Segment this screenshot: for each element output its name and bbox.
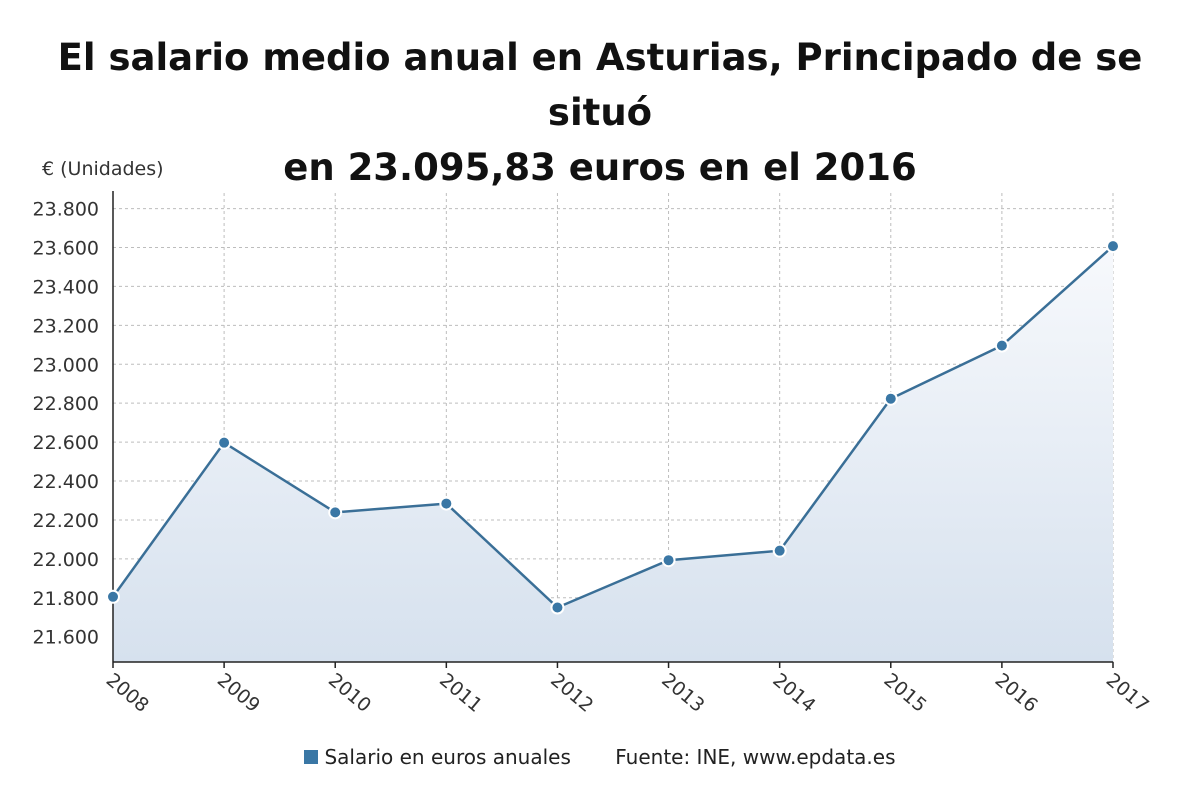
x-tick-label-2015: 2015: [880, 669, 931, 717]
x-tick-label-2014: 2014: [768, 669, 819, 717]
y-tick-label-0: 21.600: [33, 627, 99, 649]
chart-title-line-1: El salario medio anual en Asturias, Prin…: [57, 36, 1143, 134]
legend-series-label: Salario en euros anuales: [324, 745, 571, 769]
y-tick-label-8: 23.200: [33, 315, 99, 337]
y-tick-label-10: 23.600: [33, 237, 99, 259]
y-tick-label-1: 21.800: [33, 588, 99, 610]
y-tick-label-9: 23.400: [33, 276, 99, 298]
y-tick-label-3: 22.200: [33, 510, 99, 532]
y-tick-label-5: 22.600: [33, 432, 99, 454]
area-path: [113, 246, 1113, 662]
chart-title: El salario medio anual en Asturias, Prin…: [0, 30, 1200, 195]
x-tick-label-2011: 2011: [435, 669, 486, 717]
data-point-2009: [217, 435, 232, 450]
legend: Salario en euros anuales Fuente: INE, ww…: [0, 745, 1200, 769]
x-tick-labels: 2008 2009 2010 2011 2012 2013 2014 2015 2016 2017: [102, 669, 1153, 717]
y-tick-label-4: 22.400: [33, 471, 99, 493]
data-points: [106, 239, 1120, 615]
data-point-2016: [994, 338, 1009, 353]
data-point-2010: [328, 505, 343, 520]
data-point-2008: [106, 589, 120, 604]
y-tick-labels: 21.600 21.800 22.000 22.200 22.400 22.600 22.8…: [33, 199, 99, 649]
x-tick-label-2009: 2009: [213, 669, 264, 717]
y-tick-label-7: 23.000: [33, 354, 99, 376]
y-tick-label-6: 22.800: [33, 393, 99, 415]
x-tick-label-2013: 2013: [657, 669, 708, 717]
data-point-2013: [661, 553, 676, 568]
legend-swatch: [304, 749, 319, 764]
data-point-2015: [883, 391, 898, 406]
data-point-2017: [1106, 239, 1120, 254]
y-tick-label-2: 22.000: [33, 549, 99, 571]
data-point-2014: [772, 543, 787, 558]
x-tick-label-2012: 2012: [546, 669, 597, 717]
y-axis-label: € (Unidades): [42, 158, 164, 180]
source-note: Fuente: INE, www.epdata.es: [615, 745, 896, 769]
series-polyline: [111, 245, 1114, 609]
series-line: [111, 245, 1114, 609]
x-tick-label-2017: 2017: [1102, 669, 1153, 717]
data-point-2012: [550, 600, 565, 615]
x-tick-label-2010: 2010: [324, 669, 375, 717]
axes: [112, 191, 1114, 668]
x-tick-label-2008: 2008: [102, 669, 153, 717]
data-point-2011: [439, 496, 454, 511]
y-tick-label-11: 23.800: [33, 199, 99, 221]
x-tick-label-2016: 2016: [991, 669, 1042, 717]
chart-title-line-2: en 23.095,83 euros en el 2016: [283, 146, 917, 189]
area-fill: [113, 246, 1113, 662]
